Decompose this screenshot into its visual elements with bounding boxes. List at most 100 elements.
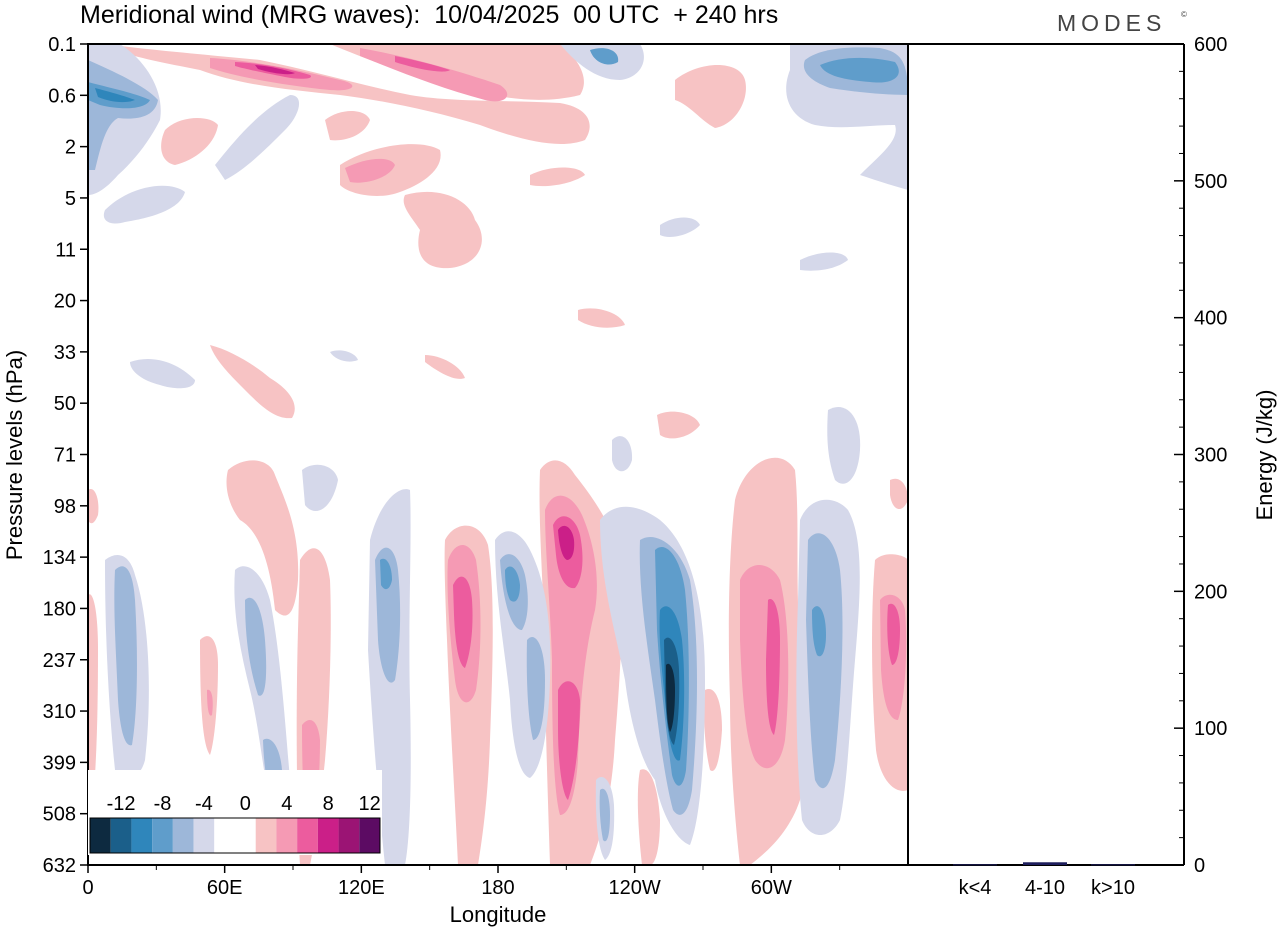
contour-pos-strong (395, 56, 450, 72)
colorbar-segment (359, 818, 380, 853)
longitude-axis: 0 60E 120E 180 120W 60W (82, 865, 841, 899)
pressure-tick-label: 33 (54, 342, 76, 364)
contour-neg-mid (599, 788, 610, 842)
contour-pos-core (558, 525, 575, 560)
contour-neg-strong (820, 57, 899, 83)
contour-pos-light (578, 308, 625, 328)
energy-category-label: k<4 (959, 877, 992, 899)
x-axis-title: Longitude (450, 902, 547, 927)
colorbar-segment (193, 818, 215, 853)
contour-pos-light (425, 355, 465, 379)
colorbar-segment (235, 818, 256, 853)
longitude-tick-label: 60W (751, 877, 792, 899)
contour-neg-light (330, 350, 358, 362)
pressure-tick-label: 71 (54, 445, 76, 467)
contour-neg-darkest (666, 663, 675, 732)
energy-tick-label: 600 (1194, 34, 1227, 56)
colorbar-label: 8 (323, 793, 334, 815)
chart-title: Meridional wind (MRG waves): 10/04/2025 … (80, 1, 779, 29)
contour-pos-light (226, 460, 299, 616)
contour-neg-core (95, 88, 135, 103)
colorbar-segment (90, 818, 111, 853)
contour-pos-light (403, 191, 482, 269)
colorbar-label: 12 (359, 793, 381, 815)
colorbar-label: -12 (107, 793, 136, 815)
colorbar-frame (89, 817, 381, 854)
contour-neg-strong (590, 48, 619, 65)
contour-pos-light (530, 167, 585, 187)
contour-pos-mid (545, 495, 597, 815)
contour-pos-light (675, 65, 746, 128)
contour-pos-light (890, 478, 908, 510)
contour-neg-mid (526, 636, 545, 740)
colorbar-segment (214, 818, 235, 853)
contour-pos-light (88, 489, 99, 524)
colorbar-segment (131, 818, 153, 853)
contour-neg-mid (114, 566, 137, 746)
pressure-tick-label: 399 (43, 752, 76, 774)
energy-bar (953, 864, 997, 866)
contour-pos-strong (453, 576, 473, 668)
pressure-tick-label: 98 (54, 496, 76, 518)
pressure-tick-label: 0.6 (48, 85, 76, 107)
brand-mark: © (1181, 10, 1187, 19)
pressure-tick-label: 508 (43, 804, 76, 826)
pressure-tick-label: 20 (54, 291, 76, 313)
contour-neg-light (612, 436, 633, 472)
pressure-tick-label: 11 (55, 239, 76, 261)
brand-logo: MODES (1057, 10, 1167, 36)
colorbar-label: -8 (154, 793, 172, 815)
energy-bar (1023, 862, 1067, 865)
contour-neg-light (215, 95, 300, 180)
energy-bars: k<4 4-10 k>10 (953, 862, 1135, 899)
colorbar-label: -4 (195, 793, 213, 815)
longitude-tick-label: 120E (338, 877, 385, 899)
pressure-tick-label: 180 (43, 598, 76, 620)
colorbar: -12 -8 -4 0 4 8 12 (88, 770, 382, 855)
y-axis-title: Pressure levels (hPa) (2, 350, 27, 560)
colorbar-segment (152, 818, 173, 853)
contour-pos-strong (558, 681, 580, 800)
pressure-axis: 0.1 0.6 2 5 11 20 33 50 71 98 134 180 237 310 399 508 63… (43, 34, 88, 877)
contour-neg-strong (812, 606, 826, 657)
contour-pos-light (161, 118, 218, 165)
contour-pos-core (255, 65, 295, 75)
energy-axis: 0 100 200 300 400 500 600 (1174, 34, 1227, 877)
energy-tick-label: 0 (1194, 855, 1205, 877)
energy-tick-label: 400 (1194, 308, 1227, 330)
colorbar-segment (276, 818, 298, 853)
contour-neg-light (103, 185, 185, 224)
colorbar-segment (297, 818, 318, 853)
colorbar-segment (317, 818, 339, 853)
energy-category-label: k>10 (1091, 877, 1135, 899)
contour-neg-strong (505, 566, 520, 602)
contour-neg-light (800, 252, 848, 271)
contour-pos-light (88, 594, 98, 800)
pressure-tick-label: 632 (43, 855, 76, 877)
colorbar-segment (110, 818, 132, 853)
contour-neg-light (302, 464, 338, 512)
contour-neg-light (827, 406, 861, 484)
pressure-tick-label: 134 (43, 547, 76, 569)
colorbar-segment (255, 818, 277, 853)
energy-tick-label: 500 (1194, 171, 1227, 193)
longitude-tick-label: 0 (82, 877, 93, 899)
longitude-tick-label: 60E (207, 877, 243, 899)
colorbar-segment (172, 818, 194, 853)
energy-tick-label: 200 (1194, 581, 1227, 603)
pressure-tick-label: 5 (65, 188, 76, 210)
contour-neg-strong (380, 558, 392, 590)
pressure-tick-label: 2 (65, 137, 76, 159)
contour-pos-light (637, 769, 660, 865)
energy-tick-label: 300 (1194, 445, 1227, 467)
energy-category-label: 4-10 (1025, 877, 1065, 899)
contour-neg-mid (245, 597, 267, 696)
contour-pos-strong (766, 599, 780, 735)
contour-field (88, 44, 908, 865)
colorbar-segment (338, 818, 360, 853)
energy-axis-title: Energy (J/kg) (1252, 390, 1277, 521)
contour-neg-mid (806, 533, 843, 789)
contour-neg-light (660, 217, 700, 237)
pressure-tick-label: 237 (43, 650, 76, 672)
